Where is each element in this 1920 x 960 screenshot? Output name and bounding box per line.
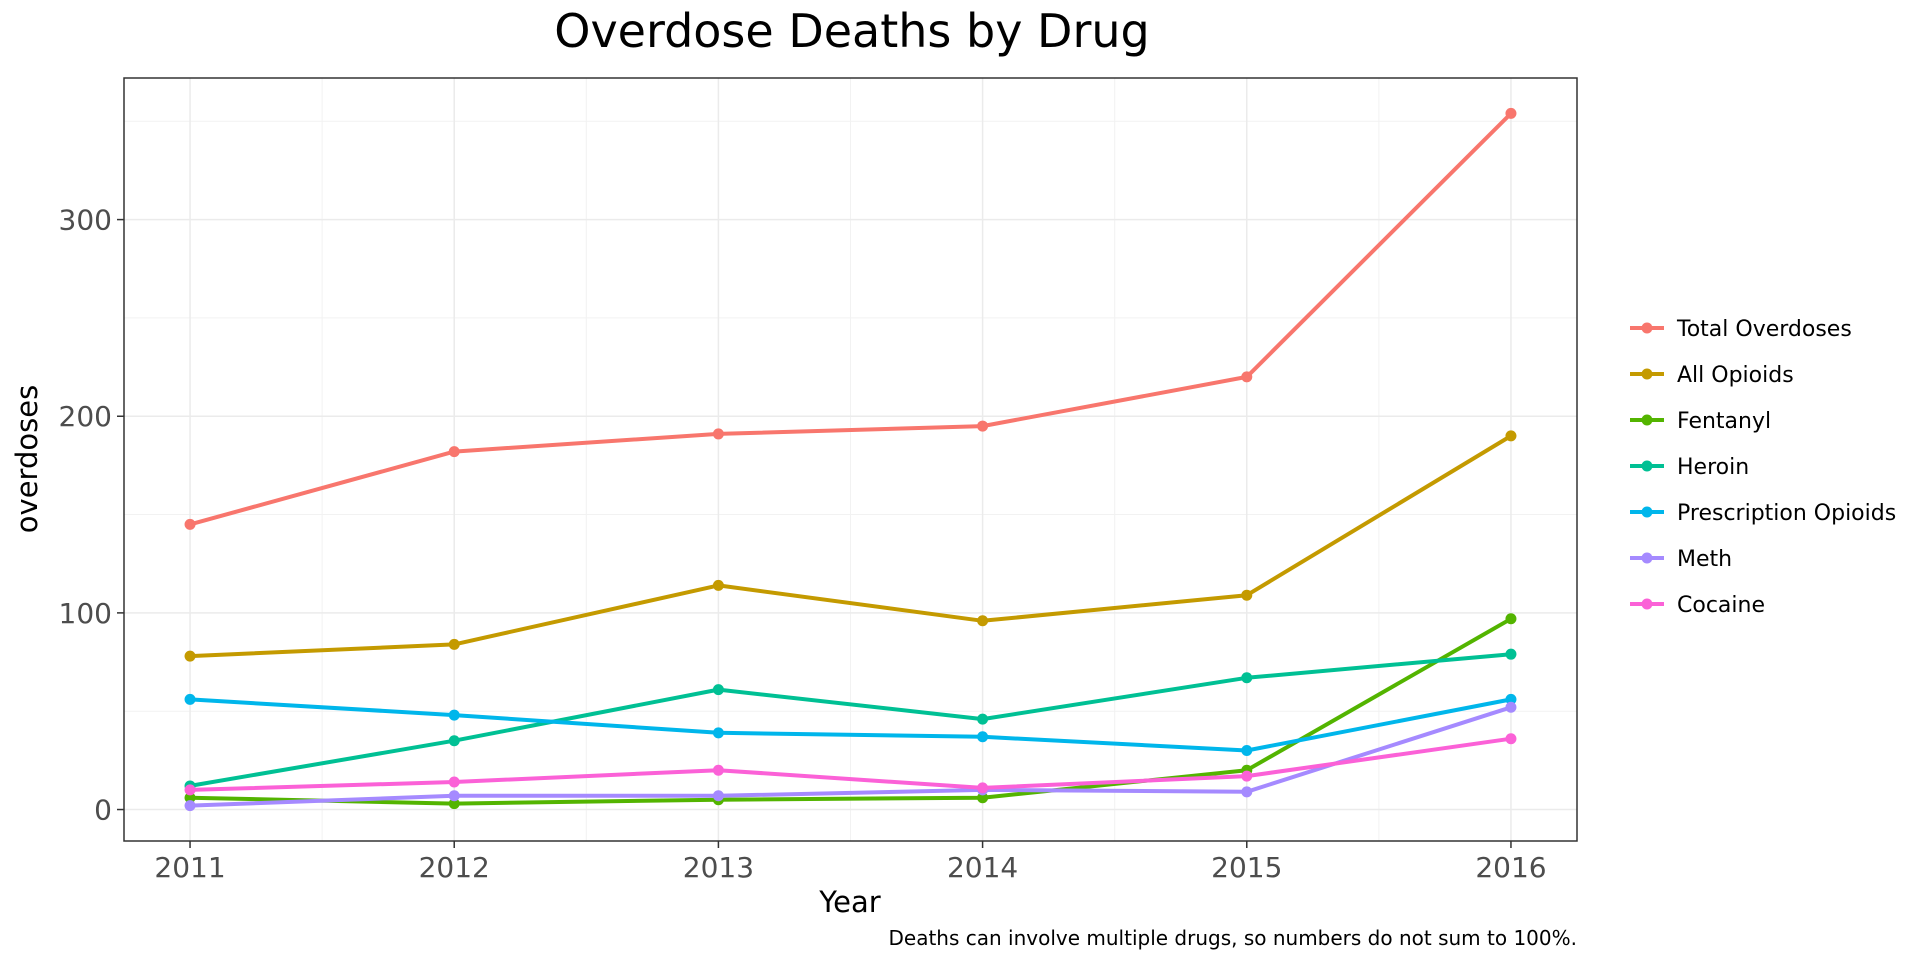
data-point-fentanyl [448,798,460,810]
data-point-meth [448,790,460,802]
y-tick-label: 200 [59,400,112,433]
data-point-meth [1505,701,1517,713]
data-point-all-opioids [1241,589,1253,601]
legend-key-point [1641,598,1653,610]
legend-item-prescription-opioids: Prescription Opioids [1630,501,1896,526]
data-point-total-overdoses [977,420,989,432]
data-point-prescription-opioids [1505,693,1517,705]
y-tick-label: 300 [59,204,112,237]
data-point-prescription-opioids [977,731,989,743]
legend-label: Prescription Opioids [1677,501,1896,526]
data-point-heroin [448,735,460,747]
data-point-all-opioids [977,615,989,627]
data-point-cocaine [1241,770,1253,782]
legend-key-point [1641,368,1653,380]
data-point-all-opioids [1505,430,1517,442]
legend-label: All Opioids [1677,363,1794,388]
legend-label: Cocaine [1677,593,1765,618]
x-tick-label: 2016 [1475,851,1546,884]
series-line-total-overdoses [189,111,1513,527]
legend-label: Total Overdoses [1676,317,1852,342]
legend-label: Meth [1677,547,1732,572]
data-point-prescription-opioids [712,727,724,739]
data-point-prescription-opioids [448,709,460,721]
series-heroin [184,648,1517,792]
legend-item-all-opioids: All Opioids [1630,363,1794,388]
data-point-cocaine [448,776,460,788]
data-point-meth [712,790,724,802]
data-point-total-overdoses [1505,107,1517,119]
x-tick-label: 2013 [683,851,754,884]
x-tick-label: 2014 [947,851,1018,884]
x-axis-title: Year [818,885,880,919]
data-point-fentanyl [1505,613,1517,625]
plot-panel-border [123,77,1578,842]
legend-item-meth: Meth [1630,547,1732,572]
axis-ticks: 2011 2012 2013 2014 2015 2016 0 100 200 300 [59,204,1547,884]
series-cocaine [184,733,1517,796]
legend-label: Fentanyl [1677,409,1771,434]
x-tick-label: 2011 [154,851,225,884]
data-point-cocaine [977,782,989,794]
data-point-fentanyl [977,792,989,804]
legend-item-cocaine: Cocaine [1630,593,1765,618]
series-total-overdoses [184,107,1517,530]
data-point-total-overdoses [712,428,724,440]
x-tick-label: 2012 [419,851,490,884]
data-point-prescription-opioids [1241,745,1253,757]
data-point-cocaine [712,764,724,776]
data-point-prescription-opioids [184,693,196,705]
data-point-meth [1241,786,1253,798]
legend-item-heroin: Heroin [1630,455,1749,480]
data-point-fentanyl [184,792,196,804]
series-meth [184,701,1517,812]
series-line-all-opioids [189,434,1513,659]
series-line-heroin [189,652,1512,788]
series-line-cocaine [189,736,1512,792]
y-tick-label: 100 [59,597,112,630]
data-point-cocaine [1505,733,1517,745]
data-point-heroin [712,684,724,696]
series-line-fentanyl [189,617,1512,806]
data-point-heroin [977,713,989,725]
legend-key-point [1641,552,1653,564]
data-point-all-opioids [448,638,460,650]
series-line-meth [189,705,1512,808]
data-point-total-overdoses [448,446,460,458]
data-point-all-opioids [184,650,196,662]
series-lines [184,107,1517,812]
series-all-opioids [184,430,1517,662]
legend-key-point [1641,506,1653,518]
data-point-heroin [1505,648,1517,660]
data-point-total-overdoses [1241,371,1253,383]
series-line-prescription-opioids [189,697,1512,753]
data-point-heroin [1241,672,1253,684]
legend: Total Overdoses All Opioids Fentanyl Heroin… [1630,317,1896,618]
legend-key-point [1641,322,1653,334]
legend-key-point [1641,460,1653,472]
grid [124,78,1577,841]
data-point-meth [184,800,196,812]
y-tick-label: 0 [94,794,112,827]
x-tick-label: 2015 [1211,851,1282,884]
series-prescription-opioids [184,693,1517,757]
chart-title: Overdose Deaths by Drug [554,4,1149,58]
legend-item-fentanyl: Fentanyl [1630,409,1771,434]
legend-key-point [1641,414,1653,426]
data-point-total-overdoses [184,518,196,530]
y-axis-title: overdoses [10,385,44,533]
data-point-all-opioids [712,579,724,591]
data-point-cocaine [184,784,196,796]
legend-label: Heroin [1677,455,1749,480]
legend-item-total-overdoses: Total Overdoses [1630,317,1852,342]
chart-caption: Deaths can involve multiple drugs, so nu… [888,926,1577,950]
